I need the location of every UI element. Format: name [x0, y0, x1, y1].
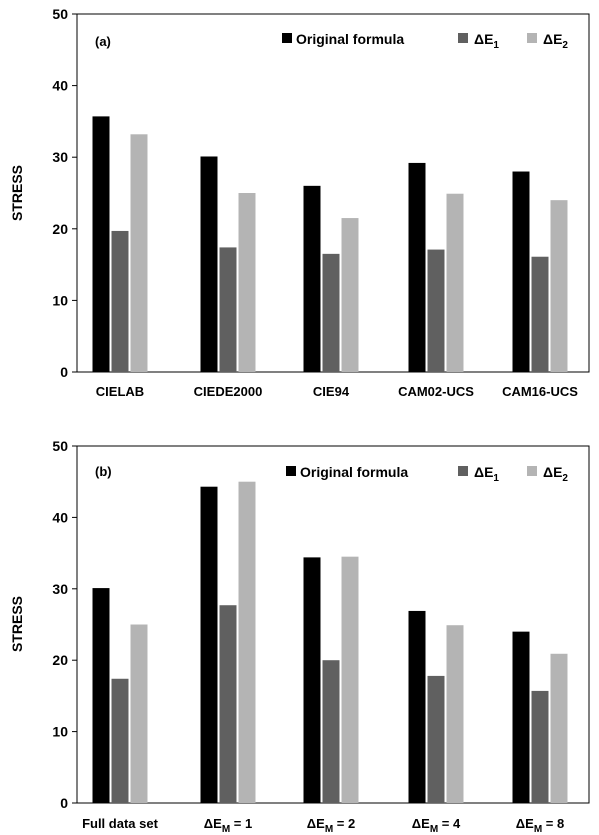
legend-swatch-de2: [527, 466, 537, 476]
legend-swatch-original: [286, 466, 296, 476]
x-tick-label-sub: M: [534, 824, 542, 835]
x-tick-label-base: ΔE: [516, 816, 534, 831]
x-tick-label: ΔEM = 2: [307, 816, 355, 835]
x-tick-label: ΔEM = 4: [412, 816, 461, 835]
y-tick-label: 30: [52, 149, 68, 165]
bars: [92, 116, 568, 372]
y-ticks: 0 10 20 30 40 50: [52, 6, 77, 380]
x-tick-label-rest: = 1: [230, 816, 252, 831]
bar-series2-2: [219, 605, 237, 803]
legend-label-de2-sub: 2: [562, 473, 568, 484]
legend-swatch-original: [282, 33, 292, 43]
y-tick-label: 0: [60, 364, 68, 380]
bar-series3-3: [341, 218, 359, 372]
y-tick-label: 20: [52, 652, 68, 668]
legend-label-de2-base: ΔE: [543, 31, 562, 47]
panel-label: (b): [95, 464, 112, 479]
bar-series1-1: [92, 588, 110, 803]
bar-series3-3: [341, 556, 359, 803]
x-tick-label-rest: = 2: [333, 816, 355, 831]
x-tick-label: CAM16-UCS: [502, 384, 578, 399]
x-tick-label: CIELAB: [96, 384, 144, 399]
y-tick-label: 20: [52, 221, 68, 237]
legend-label-de1: ΔE1: [474, 464, 499, 484]
bar-series1-4: [408, 162, 426, 372]
x-tick-label: CAM02-UCS: [398, 384, 474, 399]
x-ticks: CIELAB CIEDE2000 CIE94 CAM02-UCS CAM16-UCS: [96, 384, 578, 399]
y-tick-label: 30: [52, 581, 68, 597]
bar-series3-2: [238, 193, 256, 372]
legend: Original formula ΔE1 ΔE2: [286, 464, 568, 484]
legend-label-de2: ΔE2: [543, 464, 568, 484]
x-tick-label-sub: M: [430, 824, 438, 835]
bar-series2-5: [531, 690, 549, 803]
bar-series3-2: [238, 481, 256, 803]
bar-series2-4: [427, 249, 445, 372]
bar-series2-2: [219, 247, 237, 372]
y-tick-label: 40: [52, 78, 68, 94]
bar-series1-4: [408, 610, 426, 803]
x-tick-label-rest: = 8: [542, 816, 564, 831]
bar-series1-3: [303, 185, 321, 372]
bar-series3-4: [446, 625, 464, 803]
legend-label-original: Original formula: [296, 31, 404, 47]
y-axis-label: STRESS: [9, 165, 25, 221]
legend-label-de1-sub: 1: [493, 40, 499, 51]
bar-series2-1: [111, 678, 129, 803]
y-ticks: 0 10 20 30 40 50: [52, 438, 77, 811]
bar-series1-2: [200, 156, 218, 372]
y-tick-label: 40: [52, 509, 68, 525]
bar-series1-5: [512, 171, 530, 372]
legend-swatch-de1: [458, 466, 468, 476]
bar-series3-1: [130, 134, 148, 372]
legend-label-de1-sub: 1: [493, 473, 499, 484]
y-tick-label: 0: [60, 795, 68, 811]
bar-series1-1: [92, 116, 110, 372]
legend-label-de1-base: ΔE: [474, 31, 493, 47]
legend-swatch-de1: [458, 33, 468, 43]
legend-label-original: Original formula: [300, 464, 408, 480]
chart-panel-b: STRESS (b) 0 10 20 30 40 50 Full data set ΔEM …: [9, 438, 590, 835]
y-tick-label: 50: [52, 438, 68, 454]
x-tick-label-sub: M: [222, 824, 230, 835]
x-ticks: Full data set ΔEM = 1 ΔEM = 2 ΔEM = 4 ΔEM = …: [82, 816, 564, 835]
x-tick-label-base: ΔE: [307, 816, 325, 831]
x-tick-label: CIE94: [313, 384, 350, 399]
legend-label-de1-base: ΔE: [474, 464, 493, 480]
x-tick-label: ΔEM = 8: [516, 816, 564, 835]
x-tick-label: ΔEM = 1: [204, 816, 252, 835]
y-tick-label: 10: [52, 292, 68, 308]
bar-series2-1: [111, 230, 129, 372]
legend-label-de2: ΔE2: [543, 31, 568, 51]
panel-label: (a): [95, 34, 111, 49]
y-tick-label: 50: [52, 6, 68, 22]
bar-series1-3: [303, 557, 321, 803]
bar-series3-4: [446, 193, 464, 372]
legend-label-de1: ΔE1: [474, 31, 499, 51]
legend-label-de2-sub: 2: [562, 40, 568, 51]
bar-series1-2: [200, 486, 218, 803]
bar-series2-3: [322, 660, 340, 803]
y-axis-label: STRESS: [9, 596, 25, 652]
bar-series3-5: [550, 653, 568, 803]
legend-label-de2-base: ΔE: [543, 464, 562, 480]
bar-series2-3: [322, 253, 340, 372]
x-tick-label-base: ΔE: [412, 816, 430, 831]
bar-series3-5: [550, 200, 568, 372]
y-tick-label: 10: [52, 724, 68, 740]
x-tick-label: CIEDE2000: [194, 384, 263, 399]
bar-series1-5: [512, 631, 530, 803]
bar-series2-4: [427, 675, 445, 803]
x-tick-label-sub: M: [325, 824, 333, 835]
x-tick-label: Full data set: [82, 816, 159, 831]
legend-swatch-de2: [527, 33, 537, 43]
x-tick-label-base: ΔE: [204, 816, 222, 831]
x-tick-label-rest: = 4: [438, 816, 461, 831]
bars: [92, 481, 568, 803]
bar-series2-5: [531, 256, 549, 372]
bar-series3-1: [130, 624, 148, 803]
legend: Original formula ΔE1 ΔE2: [282, 31, 568, 51]
